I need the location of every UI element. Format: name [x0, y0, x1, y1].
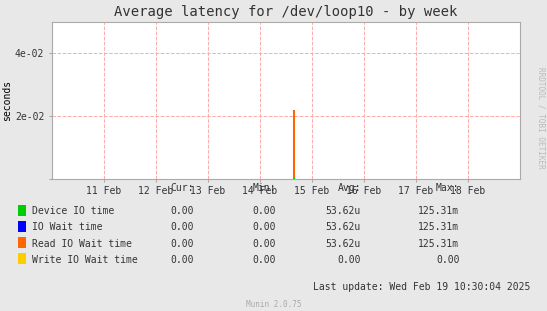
Text: Min:: Min: [253, 183, 276, 193]
Text: 0.00: 0.00 [337, 255, 361, 265]
Text: Cur:: Cur: [171, 183, 194, 193]
Text: 125.31m: 125.31m [418, 222, 459, 232]
Text: 0.00: 0.00 [253, 255, 276, 265]
Text: IO Wait time: IO Wait time [32, 222, 102, 232]
Text: 0.00: 0.00 [171, 206, 194, 216]
Text: Munin 2.0.75: Munin 2.0.75 [246, 300, 301, 309]
Y-axis label: seconds: seconds [2, 80, 12, 121]
Title: Average latency for /dev/loop10 - by week: Average latency for /dev/loop10 - by wee… [114, 5, 457, 19]
Text: Max:: Max: [436, 183, 459, 193]
Text: Write IO Wait time: Write IO Wait time [32, 255, 137, 265]
Text: RRDTOOL / TOBI OETIKER: RRDTOOL / TOBI OETIKER [537, 67, 546, 169]
Text: 53.62u: 53.62u [326, 206, 361, 216]
Text: 0.00: 0.00 [171, 239, 194, 248]
Text: 125.31m: 125.31m [418, 206, 459, 216]
Text: Last update: Wed Feb 19 10:30:04 2025: Last update: Wed Feb 19 10:30:04 2025 [313, 282, 531, 292]
Text: Device IO time: Device IO time [32, 206, 114, 216]
Text: 0.00: 0.00 [436, 255, 459, 265]
Text: 0.00: 0.00 [171, 222, 194, 232]
Text: 0.00: 0.00 [171, 255, 194, 265]
Text: Read IO Wait time: Read IO Wait time [32, 239, 132, 248]
Text: 0.00: 0.00 [253, 239, 276, 248]
Text: 0.00: 0.00 [253, 206, 276, 216]
Text: Avg:: Avg: [337, 183, 361, 193]
Text: 53.62u: 53.62u [326, 239, 361, 248]
Text: 0.00: 0.00 [253, 222, 276, 232]
Text: 125.31m: 125.31m [418, 239, 459, 248]
Text: 53.62u: 53.62u [326, 222, 361, 232]
